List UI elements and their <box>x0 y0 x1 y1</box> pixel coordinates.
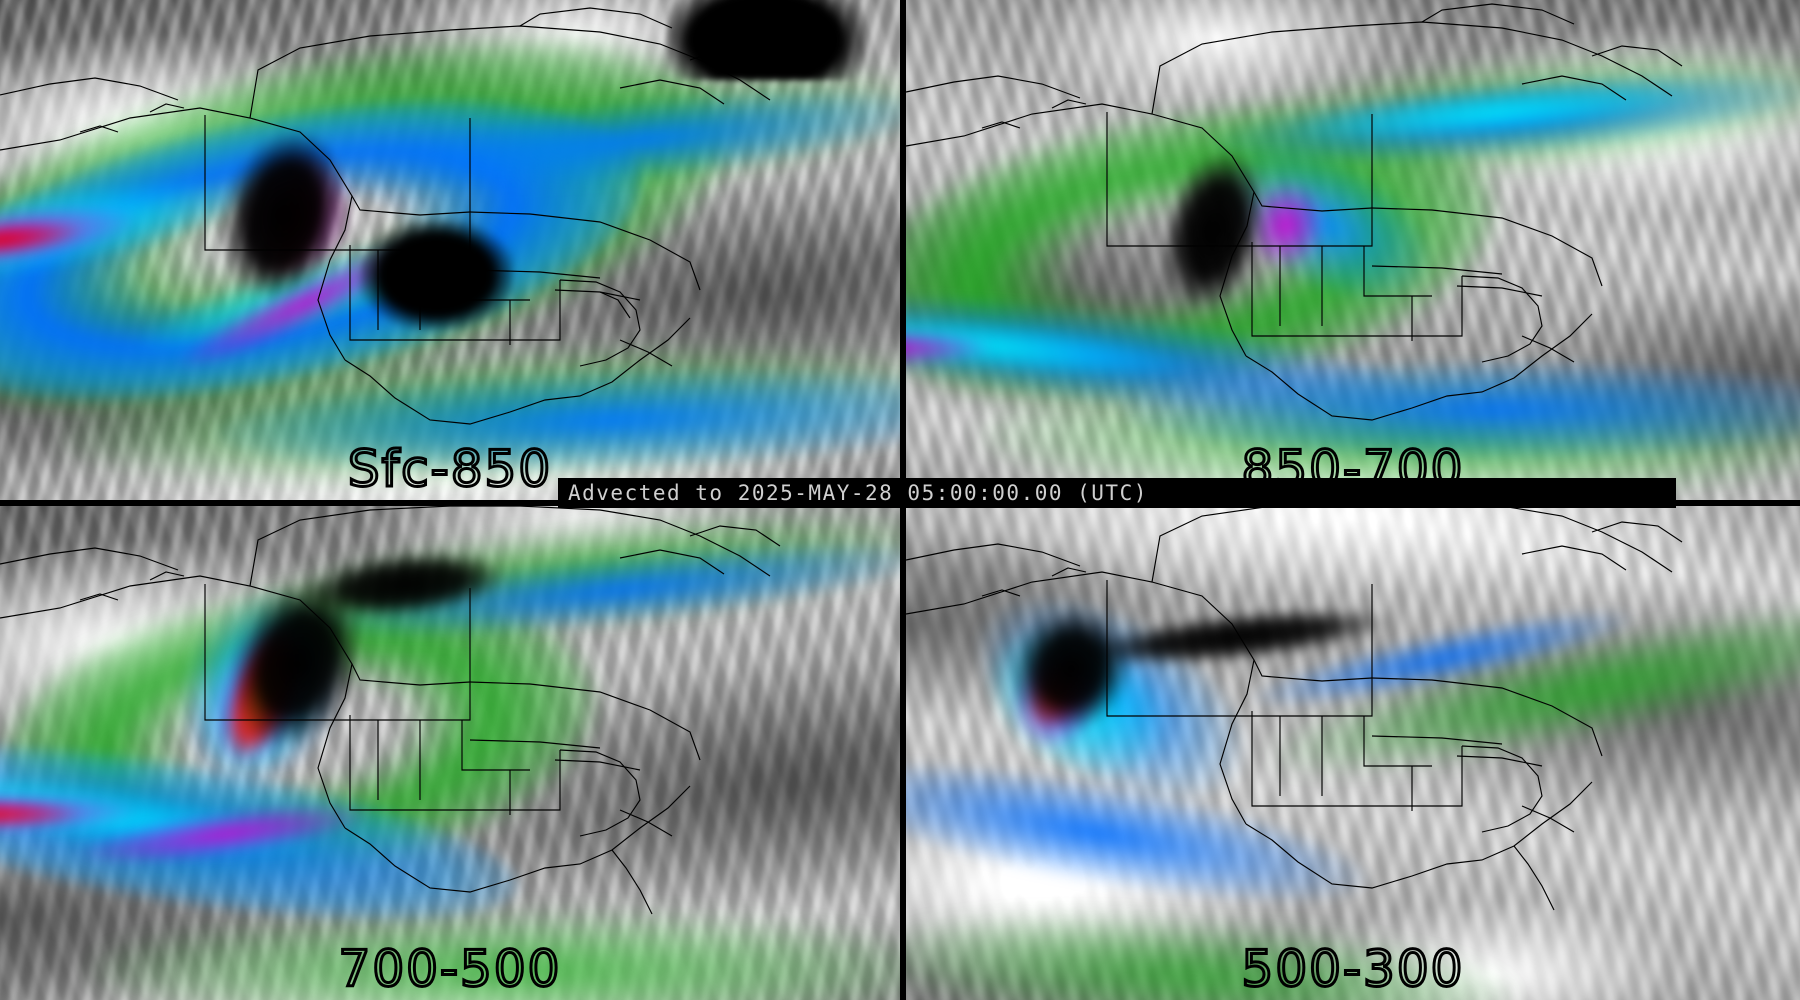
panel-sfc-850[interactable]: Sfc-850 <box>0 0 900 500</box>
panel-raster-sfc-850 <box>0 0 900 500</box>
panel-850-700[interactable]: 850-700 <box>906 0 1800 500</box>
panel-500-300[interactable]: 500-300 <box>906 506 1800 1000</box>
panel-700-500[interactable]: 700-500 <box>0 506 900 1000</box>
moisture-blue-band-southeast <box>1120 360 1800 460</box>
panel-raster-700-500 <box>0 506 900 1000</box>
land-mask-arctic <box>666 0 864 80</box>
timestamp-banner: Advected to 2025-MAY-28 05:00:00.00 (UTC… <box>558 478 1676 508</box>
land-mask-conus <box>360 220 513 330</box>
map-overlay-700-500 <box>0 506 900 1000</box>
panel-raster-850-700 <box>906 0 1800 500</box>
map-overlay-500-300 <box>906 506 1800 1000</box>
panel-raster-500-300 <box>906 506 1800 1000</box>
map-overlay-850-700 <box>906 0 1800 500</box>
map-overlay-sfc-850 <box>0 0 900 500</box>
